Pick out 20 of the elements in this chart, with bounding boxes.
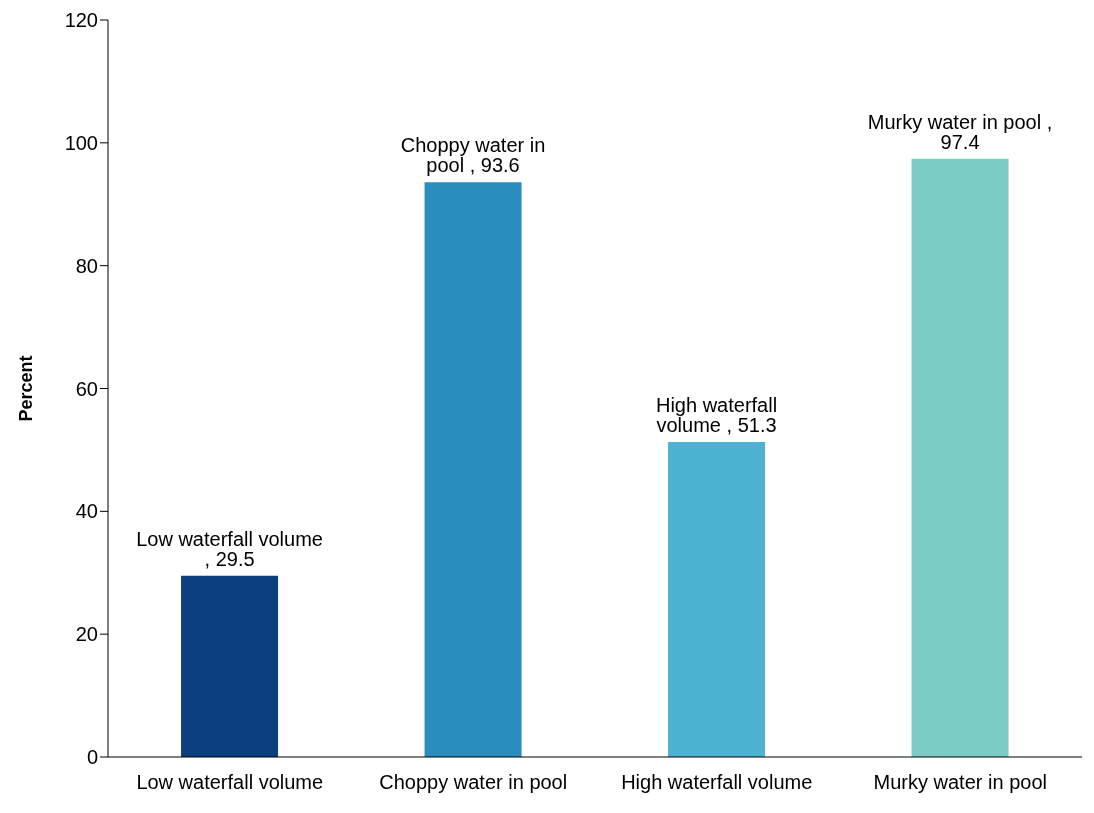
x-tick-label: High waterfall volume [621, 771, 813, 794]
y-tick-label: 20 [75, 623, 98, 646]
x-tick-label: Low waterfall volume [136, 771, 324, 794]
bar [181, 575, 279, 757]
bar [668, 441, 766, 757]
data-label: Low waterfall volume , 29.5 [136, 527, 323, 570]
y-axis-title: Percent [16, 355, 37, 422]
bar [911, 158, 1009, 757]
y-tick-label: 40 [75, 500, 98, 523]
y-tick-label: 120 [64, 9, 98, 32]
y-tick-label: 0 [86, 746, 98, 769]
bar [424, 182, 522, 757]
x-tick-label: Murky water in pool [873, 771, 1047, 794]
data-label: High waterfall volume , 51.3 [655, 393, 778, 436]
x-tick-label: Choppy water in pool [379, 771, 568, 794]
y-tick-label: 60 [75, 377, 98, 400]
y-tick-label: 80 [75, 254, 98, 277]
data-label: Murky water in pool , 97.4 [867, 110, 1053, 153]
y-tick-label: 100 [64, 131, 98, 154]
data-label: Choppy water in pool , 93.6 [400, 134, 546, 177]
